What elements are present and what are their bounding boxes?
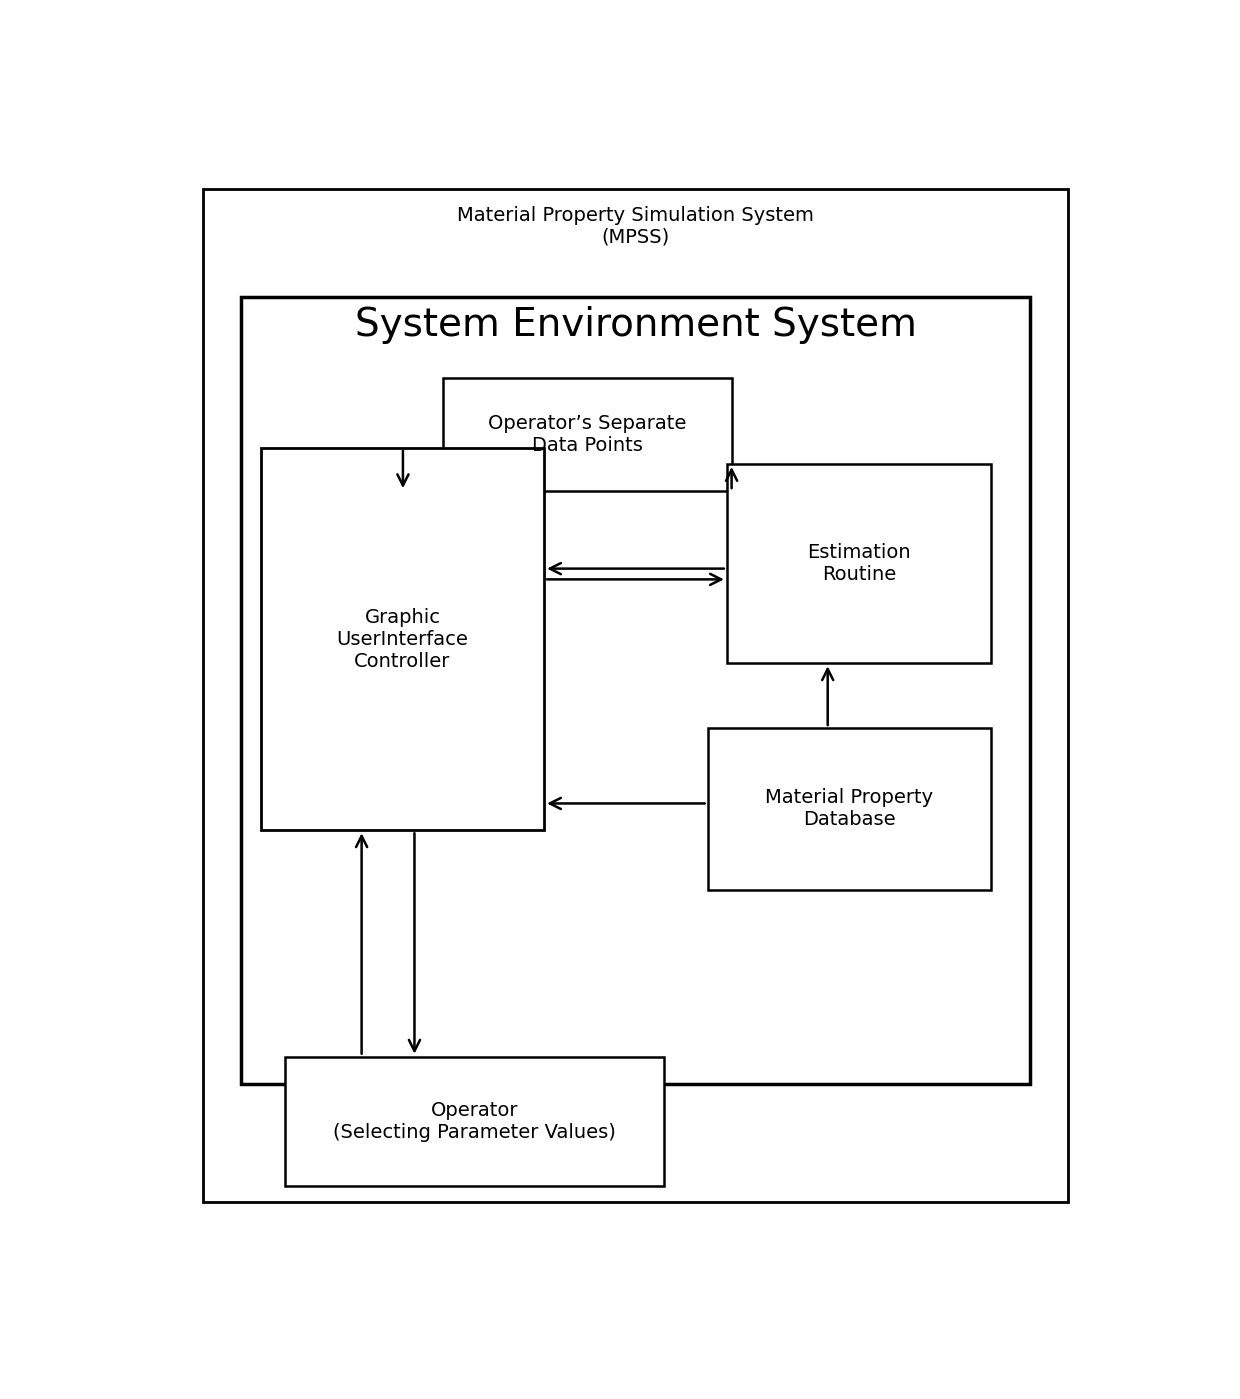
Bar: [242, 297, 1029, 1083]
Text: Graphic
UserInterface
Controller: Graphic UserInterface Controller: [336, 607, 469, 670]
Text: Operator’s Separate
Data Points: Operator’s Separate Data Points: [489, 414, 687, 455]
Text: Material Property
Database: Material Property Database: [765, 788, 934, 830]
Bar: [285, 1056, 665, 1186]
Bar: [727, 464, 991, 663]
Bar: [708, 727, 991, 890]
Text: Estimation
Routine: Estimation Routine: [807, 543, 910, 585]
Text: Operator
(Selecting Parameter Values): Operator (Selecting Parameter Values): [334, 1101, 616, 1142]
Bar: [260, 448, 544, 831]
Text: System Environment System: System Environment System: [355, 306, 916, 344]
Bar: [444, 378, 732, 491]
Text: Material Property Simulation System
(MPSS): Material Property Simulation System (MPS…: [458, 206, 813, 246]
